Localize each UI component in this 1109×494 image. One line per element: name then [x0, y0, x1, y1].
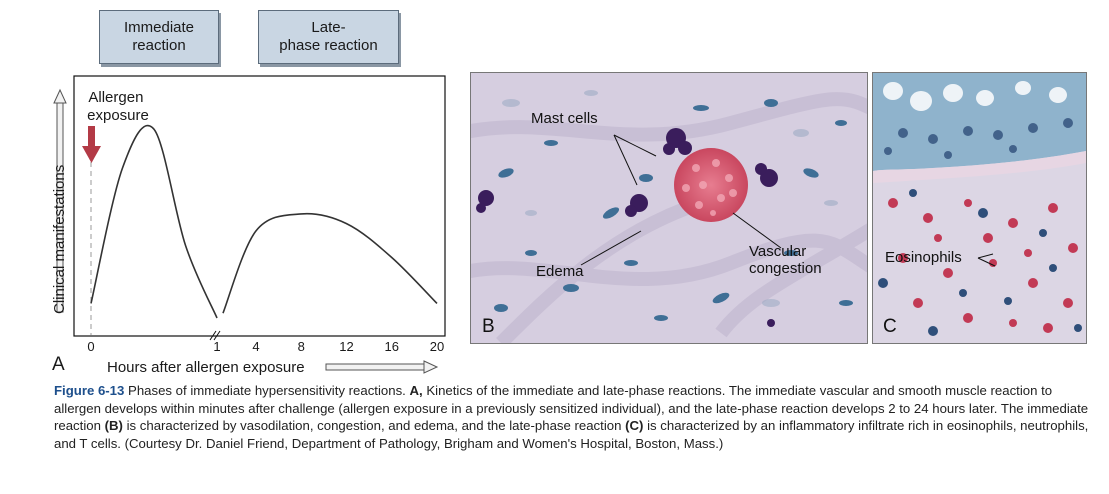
vascular-congestion-vessel: [674, 148, 748, 222]
plot-frame: [73, 75, 446, 337]
late-phase-reaction-box: Late- phase reaction: [258, 10, 399, 64]
clinical-response-curve: [90, 124, 438, 319]
x-axis-arrow: [325, 360, 439, 374]
x-tick-label: 4: [252, 339, 259, 354]
edema-label: Edema: [536, 263, 584, 280]
caption-label-c: (C): [625, 418, 644, 433]
micrograph-c-image: [873, 73, 1086, 336]
x-tick-label: 20: [430, 339, 444, 354]
figure-number: Figure 6-13: [54, 383, 125, 398]
late-phase-reaction-label: Late- phase reaction: [279, 19, 378, 54]
micrograph-b-image: [471, 90, 867, 343]
micrograph-panel-c: Eosinophils C: [872, 72, 1087, 344]
panel-c-letter: C: [883, 316, 897, 337]
immediate-reaction-box: Immediate reaction: [99, 10, 219, 64]
x-tick-label: 1: [213, 339, 220, 354]
x-axis-label: Hours after allergen exposure: [107, 359, 305, 376]
x-tick-label: 0: [87, 339, 94, 354]
caption-text-2: is characterized by vasodilation, conges…: [126, 418, 622, 433]
mast-cells-label: Mast cells: [531, 110, 598, 127]
caption-text-3: is characterized by an inflammatory infi…: [54, 418, 1089, 451]
vascular-congestion-label: Vascular congestion: [749, 243, 822, 277]
caption-label-a: A,: [409, 383, 423, 398]
allergen-exposure-arrow-icon: [82, 126, 101, 163]
caption-title: Phases of immediate hypersensitivity rea…: [128, 383, 406, 398]
x-tick-label: 8: [298, 339, 305, 354]
panel-a-letter: A: [52, 354, 65, 375]
x-tick-label: 16: [385, 339, 399, 354]
allergen-exposure-label: Allergen exposure: [87, 89, 149, 124]
micrograph-panel-b: Mast cells Edema Vascular congestion B: [470, 72, 868, 344]
x-axis-break: [209, 330, 221, 341]
eosinophils-label: Eosinophils: [885, 249, 962, 266]
kinetics-chart: Clinical manifestations Allergen exposur…: [51, 75, 446, 376]
x-tick-label: 12: [339, 339, 353, 354]
x-axis-ticks: 0 1 4 8 12 16 20: [87, 339, 444, 354]
y-axis-arrow: [53, 88, 67, 313]
figure-caption: Figure 6-13 Phases of immediate hypersen…: [54, 382, 1090, 452]
immediate-reaction-label: Immediate reaction: [123, 19, 195, 54]
panel-b-letter: B: [482, 316, 495, 337]
caption-label-b: (B): [104, 418, 123, 433]
caption-text-1: Kinetics of the immediate and late-phase…: [54, 383, 1089, 433]
y-axis-label: Clinical manifestations: [51, 165, 68, 314]
